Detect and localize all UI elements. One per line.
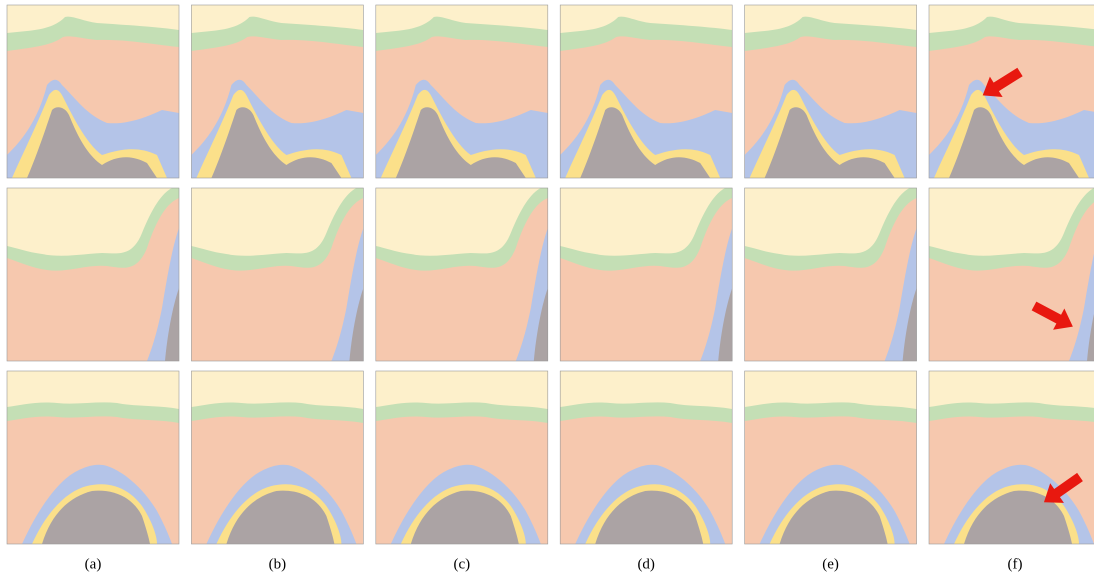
segmentation-map <box>191 5 363 178</box>
column-label: (d) <box>637 556 655 572</box>
segmentation-map <box>376 188 548 361</box>
segmentation-map <box>745 371 917 544</box>
segmentation-map <box>929 188 1094 361</box>
segmentation-map <box>745 188 917 361</box>
panel-grid: (a) (b) (c) (d) (e) (f) <box>7 5 1094 572</box>
column-label: (a) <box>85 556 102 572</box>
segmentation-map <box>560 5 732 178</box>
column-label: (b) <box>269 556 287 572</box>
figure: (a) (b) (c) (d) (e) (f) <box>0 0 1094 578</box>
segmentation-map <box>560 371 732 544</box>
segmentation-map <box>376 371 548 544</box>
column-label: (c) <box>453 556 470 572</box>
column-label: (f) <box>1008 556 1023 572</box>
segmentation-map <box>929 5 1094 178</box>
column-label: (e) <box>822 556 839 572</box>
segmentation-map <box>191 188 363 361</box>
segmentation-map <box>7 5 179 178</box>
segmentation-map <box>191 371 363 544</box>
segmentation-map <box>929 371 1094 544</box>
segmentation-map <box>7 371 179 544</box>
segmentation-map <box>376 5 548 178</box>
segmentation-map <box>745 5 917 178</box>
segmentation-map <box>7 188 179 361</box>
segmentation-map <box>560 188 732 361</box>
